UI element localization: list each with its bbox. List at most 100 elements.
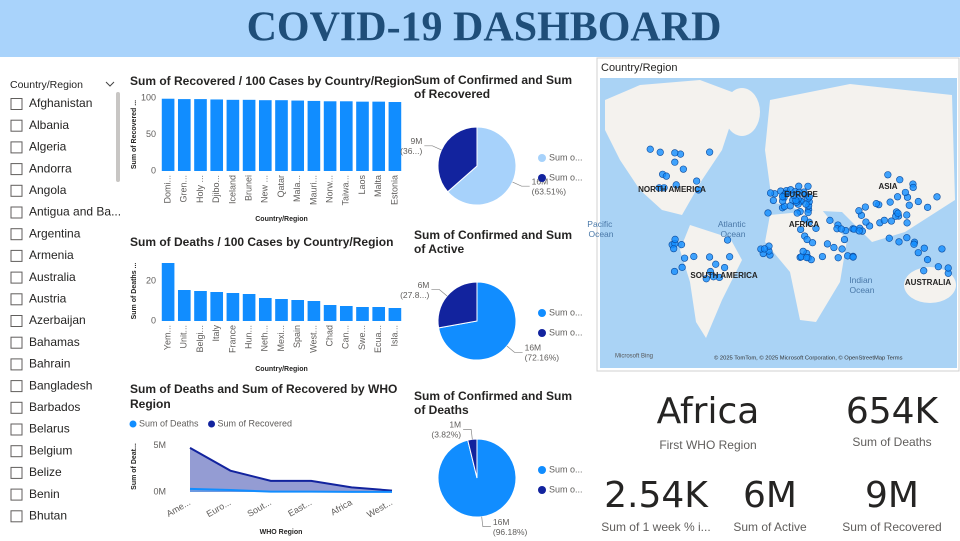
bar[interactable] (258, 298, 272, 321)
map-point[interactable] (938, 245, 946, 253)
map-point[interactable] (920, 267, 928, 275)
slicer-item[interactable]: Argentina (29, 226, 81, 240)
map-point[interactable] (855, 227, 863, 235)
map-point[interactable] (903, 211, 911, 219)
checkbox[interactable] (10, 445, 23, 458)
map-point[interactable] (823, 240, 832, 248)
map-point[interactable] (693, 177, 701, 185)
checkbox[interactable] (10, 249, 23, 262)
map-point[interactable] (855, 207, 863, 215)
map-point[interactable] (706, 267, 715, 276)
map-point[interactable] (905, 201, 913, 209)
map-point[interactable] (849, 253, 857, 261)
map-point[interactable] (646, 145, 654, 153)
map-point[interactable] (679, 165, 687, 173)
legend-label[interactable]: Sum o... (549, 484, 583, 494)
checkbox[interactable] (10, 271, 23, 284)
map-point[interactable] (818, 252, 827, 261)
legend-label[interactable]: Sum of Recovered (218, 418, 293, 428)
bar[interactable] (194, 291, 207, 321)
map-point[interactable] (914, 197, 922, 206)
map-point[interactable] (934, 263, 942, 271)
map-point[interactable] (893, 193, 902, 201)
map-point[interactable] (885, 234, 893, 242)
checkbox[interactable] (10, 119, 23, 132)
bar[interactable] (275, 100, 288, 171)
bar[interactable] (339, 306, 353, 321)
bar[interactable] (291, 100, 305, 171)
map-point[interactable] (800, 215, 809, 223)
map-point[interactable] (944, 264, 952, 272)
map-point[interactable] (830, 243, 838, 252)
bar[interactable] (258, 100, 272, 171)
map-point[interactable] (797, 225, 805, 234)
legend-label[interactable]: Sum o... (549, 307, 583, 317)
map-point[interactable] (803, 235, 811, 244)
pie-slice[interactable] (467, 438, 478, 479)
map[interactable]: NORTH AMERICA EUROPE ASIA Atlantic Ocean AFR… (587, 78, 957, 368)
checkbox[interactable] (10, 98, 23, 110)
bar[interactable] (372, 307, 386, 321)
bar[interactable] (356, 101, 369, 171)
map-point[interactable] (894, 209, 902, 217)
map-point[interactable] (670, 267, 679, 276)
slicer-item[interactable]: Belgium (29, 443, 72, 457)
checkbox[interactable] (10, 163, 23, 176)
slicer-item[interactable]: Afghanistan (29, 96, 92, 110)
map-point[interactable] (706, 148, 714, 156)
legend-label[interactable]: Sum o... (549, 327, 583, 337)
legend-label[interactable]: Sum o... (549, 464, 583, 474)
checkbox[interactable] (10, 488, 23, 501)
checkbox[interactable] (10, 206, 23, 219)
map-point[interactable] (910, 240, 918, 248)
map-point[interactable] (933, 193, 941, 201)
bar[interactable] (388, 308, 402, 321)
bar[interactable] (307, 301, 321, 321)
slicer-item[interactable]: Bhutan (29, 508, 67, 522)
checkbox[interactable] (10, 401, 23, 414)
map-point[interactable] (690, 252, 698, 261)
map-point[interactable] (764, 209, 772, 217)
map-point[interactable] (920, 244, 928, 252)
bar[interactable] (210, 292, 224, 321)
map-point[interactable] (802, 200, 810, 208)
bar[interactable] (307, 100, 321, 171)
slicer-item[interactable]: Armenia (29, 248, 74, 262)
checkbox[interactable] (10, 293, 23, 306)
slicer-item[interactable]: Benin (29, 487, 60, 501)
map-point[interactable] (766, 189, 775, 197)
map-point[interactable] (660, 184, 668, 192)
map-point[interactable] (914, 249, 922, 257)
map-point[interactable] (838, 245, 846, 253)
line[interactable] (189, 446, 393, 492)
legend-label[interactable]: Sum o... (549, 152, 583, 162)
map-point[interactable] (880, 216, 888, 224)
map-point[interactable] (672, 181, 680, 189)
map-point[interactable] (808, 239, 817, 247)
map-point[interactable] (712, 260, 720, 268)
map-point[interactable] (671, 158, 679, 166)
bar[interactable] (177, 290, 191, 321)
bar[interactable] (210, 99, 224, 171)
slicer-item[interactable]: Belize (29, 465, 62, 479)
bar[interactable] (161, 98, 175, 171)
checkbox[interactable] (10, 380, 23, 393)
slicer-item[interactable]: Angola (29, 183, 67, 197)
bar[interactable] (372, 101, 386, 171)
map-point[interactable] (793, 209, 801, 217)
map-point[interactable] (884, 171, 892, 179)
bar[interactable] (226, 293, 240, 321)
bar[interactable] (242, 294, 256, 321)
map-point[interactable] (670, 245, 678, 253)
scrollbar[interactable] (116, 92, 120, 182)
map-point[interactable] (662, 172, 670, 180)
map-point[interactable] (694, 186, 703, 194)
bar[interactable] (177, 99, 191, 171)
slicer-item[interactable]: Antigua and Ba... (29, 205, 121, 219)
map-point[interactable] (872, 200, 880, 208)
map-point[interactable] (702, 275, 710, 283)
pie-slice[interactable] (447, 126, 517, 206)
map-point[interactable] (805, 193, 813, 201)
legend-label[interactable]: Sum o... (549, 172, 583, 182)
slicer-chevron[interactable] (105, 81, 115, 87)
